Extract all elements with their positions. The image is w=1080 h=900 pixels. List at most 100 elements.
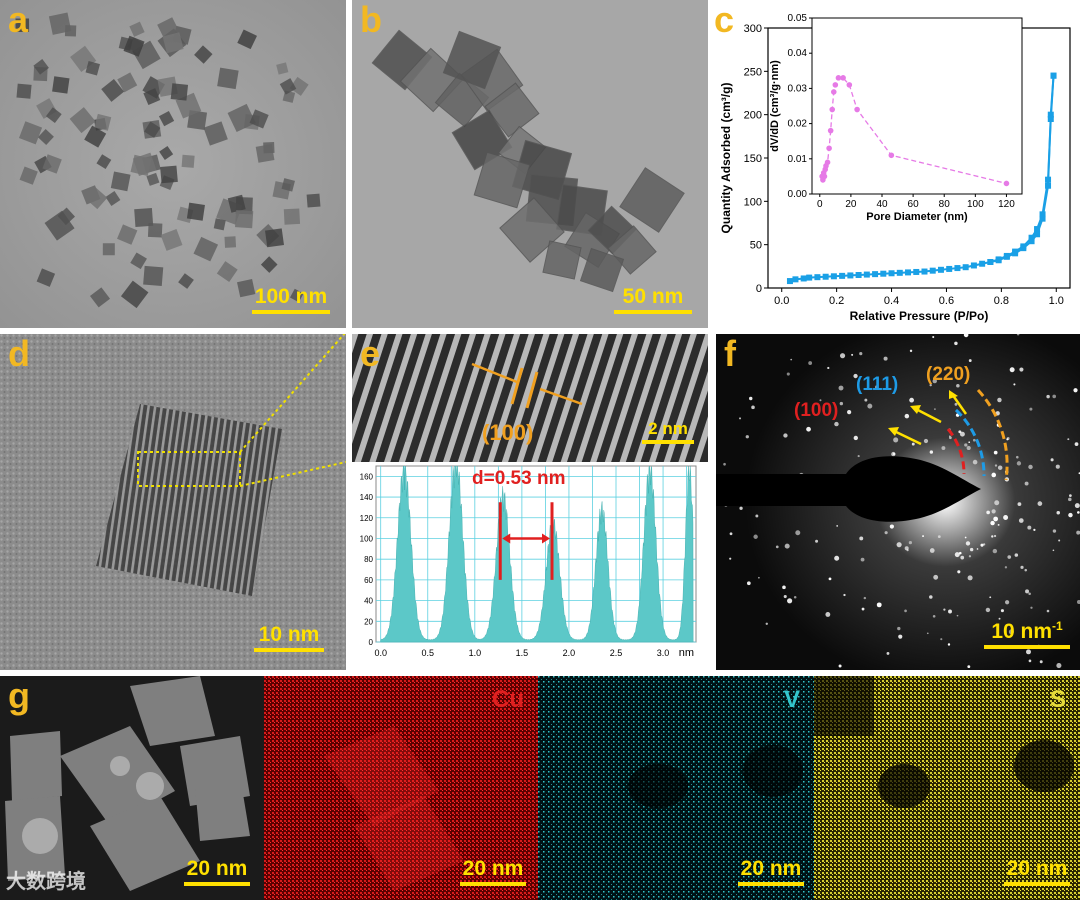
scale-bar-cu: 20 nm [460,858,526,886]
scale-bar-line-g [184,882,250,886]
panel-d-hrtem-image: d 10 nm [0,334,346,670]
isotherm-point [847,272,854,279]
panel-label-c: c [714,0,735,40]
x-tick-label-e: 1.5 [516,648,529,658]
y-tick-label-c: 200 [744,110,762,122]
isotherm-chart: 0.0 0.2 0.4 0.6 0.8 1.0050100150200250300Rela… [719,13,1071,323]
y-tick-label-e: 100 [360,534,374,543]
scale-bar-label-d: 10 nm [258,623,320,646]
pore-distribution-point [829,106,836,113]
pore-distribution-line [821,77,1007,185]
x-tick-label-c: 0.8 [994,295,1009,307]
y-tick-label-c: 100 [744,196,762,208]
panel-f-saed-pattern: f (100) (111) (220) 10 nm-1 [716,334,1080,670]
ring-label-220: (220) [926,364,971,385]
eds-label-s: S [1049,686,1066,713]
scale-bar-line-a [252,310,330,314]
y-tick-label-e: 60 [364,576,373,585]
panel-label-d: d [8,334,30,374]
scale-bar-line-cu [460,882,526,886]
inset-y-tick-label: 0.05 [788,13,808,24]
scale-bar-b: 50 nm [614,286,692,314]
isotherm-point [880,270,887,277]
scale-bar-g: 20 nm [184,858,250,886]
spacing-arrowhead-left [502,533,511,544]
isotherm-point [830,273,837,280]
scale-bar-label-e: 2 nm [648,419,688,438]
scale-bar-v: 20 nm [738,858,804,886]
scale-bar-label-a: 100 nm [254,285,328,308]
isotherm-point [921,268,928,275]
eds-map-v: V 20 nm [538,676,814,900]
inset-x-tick-label: 60 [908,199,920,210]
panel-label-g: g [8,676,30,716]
scale-bar-label-f: 10 nm [991,620,1053,643]
isotherm-point [1003,253,1010,260]
pore-distribution-point [830,89,837,95]
eds-map-s-image [814,676,1080,900]
scale-bar-line-b [614,310,692,314]
eds-map-s: S 20 nm [814,676,1080,900]
scale-bar-line-d [254,648,324,652]
inset-x-tick-label: 120 [998,199,1015,210]
ring-label-100: (100) [794,400,839,421]
panel-label-a: a [8,0,29,40]
x-tick-label-e: 0.0 [374,648,387,658]
y-tick-label-c: 50 [750,240,762,252]
isotherm-point [970,262,977,269]
scale-bar-a: 100 nm [252,286,330,314]
isotherm-point [1047,111,1054,118]
pore-distribution-point [888,152,895,159]
isotherm-point [1034,231,1041,238]
isotherm-point [937,266,944,273]
isotherm-point [839,272,846,279]
y-tick-label-e: 120 [360,514,374,523]
panel-c-isotherm-chart: 0.0 0.2 0.4 0.6 0.8 1.0 0 50 100 150 200 250 300 Rela… [712,0,1080,328]
panel-g-haadf-image: g 20 nm 大数跨境 [0,676,264,900]
panel-a-tem-image: a 100 nm [0,0,346,328]
panel-b-tem-image: b 50 nm [352,0,708,328]
x-axis-unit-e: nm [679,647,694,659]
inset-frame-c [811,17,1023,195]
scale-bar-line-f [984,645,1070,649]
scale-bar-d: 10 nm [254,624,324,652]
isotherm-point [800,275,807,282]
haadf-image-g [0,676,264,900]
y-tick-label-e: 40 [364,597,373,606]
scale-bar-sup-f: -1 [1052,619,1063,633]
y-tick-label-e: 20 [364,617,373,626]
y-tick-label-e: 140 [360,493,374,502]
isotherm-point [1045,182,1052,189]
isotherm-point [855,272,862,278]
y-axis-label-c: Quantity Adsorbed (cm³/g) [719,83,733,234]
scale-bar-f: 10 nm-1 [984,620,1070,649]
x-tick-label-c: 1.0 [1049,295,1064,307]
x-tick-label-e: 2.0 [563,648,576,658]
inset-y-tick-label: 0.03 [788,83,808,94]
scale-bar-line-e [642,440,694,444]
isotherm-point [1039,215,1046,222]
ring-label-111: (111) [856,374,899,395]
pore-distribution-point [832,82,839,88]
watermark-text: 大数跨境 [6,871,86,893]
y-tick-label-c: 250 [744,66,762,78]
isotherm-point [1012,250,1019,257]
panel-e-lattice-fringes: e (100) 2 nm [352,334,708,462]
isotherm-point [987,259,994,265]
y-tick-label-e: 160 [360,472,374,481]
eds-map-v-image [538,676,814,900]
inset-x-tick-label: 40 [876,199,888,210]
inset-x-axis-label: Pore Diameter (nm) [866,211,968,223]
panel-e-line-profile-chart: 0.0 0.5 1.0 1.5 2.0 2.5 3.0 0 20 40 60 80 100 120 140 1… [352,462,708,670]
isotherm-point [792,276,799,283]
isotherm-point [863,271,870,278]
isotherm-point [979,260,986,267]
isotherm-point [786,278,793,285]
eds-map-cu-image [264,676,538,900]
inset-x-tick-label: 80 [939,199,951,210]
inset-y-tick-label: 0.01 [788,154,808,165]
isotherm-point [814,274,821,281]
x-tick-label-e: 1.0 [469,648,482,658]
tem-image-a [0,0,346,328]
isotherm-point [954,265,961,272]
